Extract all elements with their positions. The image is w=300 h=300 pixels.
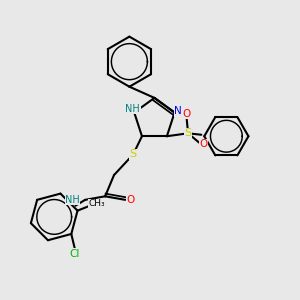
Text: S: S [184,128,192,138]
Text: CH₃: CH₃ [89,200,106,208]
Text: O: O [200,139,208,149]
Text: O: O [182,109,191,118]
Text: NH: NH [125,104,140,114]
Text: NH: NH [65,195,80,205]
Text: N: N [174,106,182,116]
Text: O: O [126,195,135,205]
Text: S: S [130,149,137,160]
Text: Cl: Cl [70,249,80,259]
